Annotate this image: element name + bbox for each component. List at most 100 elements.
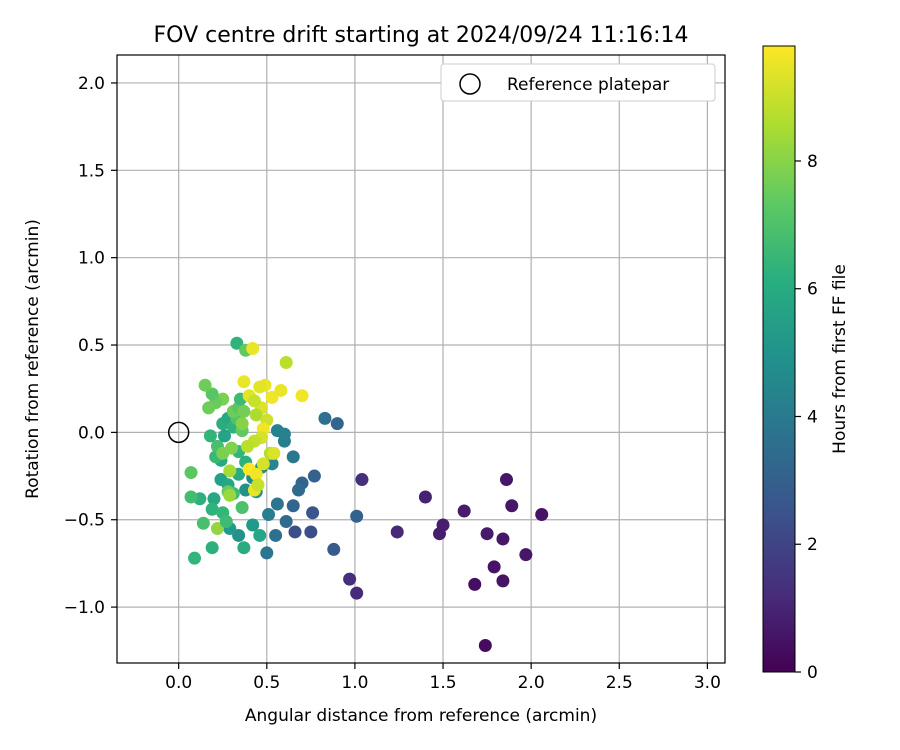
data-point: [225, 441, 239, 455]
data-point: [223, 464, 237, 478]
data-point: [286, 499, 300, 513]
data-point: [247, 394, 261, 408]
x-tick-label: 0.0: [165, 673, 192, 693]
colorbar-label: Hours from first FF file: [830, 264, 850, 454]
legend-box: [440, 63, 716, 102]
data-point: [288, 525, 302, 539]
data-point: [330, 417, 344, 431]
data-point: [203, 429, 217, 443]
data-point: [295, 389, 309, 403]
colorbar-tick-label: 6: [807, 280, 818, 300]
reference-platepar-marker: [167, 421, 190, 444]
x-tick-label: 2.5: [606, 673, 633, 693]
data-point: [237, 541, 251, 555]
y-tick-label: 1.5: [78, 161, 105, 181]
x-axis-label: Angular distance from reference (arcmin): [245, 706, 597, 726]
data-point: [262, 507, 276, 521]
data-point: [246, 342, 260, 356]
data-point: [350, 509, 364, 523]
data-point: [499, 473, 513, 487]
legend-reference-marker: [459, 73, 481, 95]
data-point: [205, 541, 219, 555]
data-point: [237, 375, 251, 389]
chart-title: FOV centre drift starting at 2024/09/24 …: [154, 23, 689, 48]
y-tick-label: 0.5: [78, 336, 105, 356]
data-point: [207, 492, 221, 506]
x-tick-label: 1.0: [341, 673, 368, 693]
data-point: [260, 546, 274, 560]
data-point: [235, 501, 249, 515]
data-point: [205, 502, 219, 516]
data-point: [457, 504, 471, 518]
y-tick-label: 2.0: [78, 74, 105, 94]
colorbar-tick-label: 0: [807, 663, 818, 683]
data-point: [274, 383, 288, 397]
data-point: [306, 506, 320, 520]
data-point: [478, 639, 492, 653]
data-point: [246, 518, 260, 532]
colorbar-gradient: [762, 45, 796, 673]
data-point: [279, 514, 293, 528]
data-point: [505, 499, 519, 513]
data-point: [269, 528, 283, 542]
data-point: [232, 528, 246, 542]
data-point: [519, 548, 533, 562]
data-points: [184, 336, 549, 653]
data-point: [218, 429, 232, 443]
data-point: [307, 469, 321, 483]
colorbar-tick-label: 4: [807, 407, 818, 427]
y-axis-ticks: −1.0 −0.5 0.0 0.5 1.0 1.5 2.0: [64, 74, 117, 618]
data-point: [304, 525, 318, 539]
data-point: [240, 439, 254, 453]
data-point: [279, 355, 293, 369]
data-point: [253, 380, 267, 394]
x-tick-label: 1.5: [430, 673, 457, 693]
colorbar-ticks: 0 2 4 6 8: [795, 152, 818, 683]
data-point: [184, 490, 198, 504]
data-point: [196, 516, 210, 530]
data-point: [251, 478, 265, 492]
x-tick-label: 2.0: [518, 673, 545, 693]
data-point: [219, 514, 233, 528]
data-point: [253, 528, 267, 542]
data-point: [433, 527, 447, 541]
data-point: [202, 401, 216, 415]
reference-marker-layer: [167, 421, 190, 444]
y-tick-label: 1.0: [78, 249, 105, 269]
data-point: [210, 521, 224, 535]
data-point: [327, 542, 341, 556]
data-point: [249, 467, 263, 481]
y-tick-label: −1.0: [64, 598, 105, 618]
data-point: [418, 490, 432, 504]
legend: Reference platepar: [440, 63, 716, 102]
x-tick-label: 3.0: [694, 673, 721, 693]
data-point: [198, 378, 212, 392]
data-point: [318, 411, 332, 425]
data-point: [265, 390, 279, 404]
data-point: [496, 532, 510, 546]
data-point: [487, 560, 501, 574]
y-axis-label: Rotation from reference (arcmin): [23, 219, 43, 499]
grid-lines: [117, 55, 725, 663]
data-point: [292, 483, 306, 497]
data-point: [237, 404, 251, 418]
data-point: [205, 387, 219, 401]
x-tick-label: 0.5: [253, 673, 280, 693]
plot-frame: [116, 54, 726, 664]
data-point: [256, 457, 270, 471]
data-point: [350, 586, 364, 600]
data-point: [343, 572, 357, 586]
data-point: [270, 424, 284, 438]
data-point: [480, 527, 494, 541]
data-point: [235, 417, 249, 431]
data-point: [188, 551, 202, 565]
data-point: [249, 408, 263, 422]
data-point: [223, 488, 237, 502]
data-point: [535, 507, 549, 521]
colorbar: 0 2 4 6 8 Hours from first FF file: [762, 45, 850, 683]
data-point: [496, 574, 510, 588]
data-point: [230, 336, 244, 350]
data-point: [468, 577, 482, 591]
data-point: [286, 450, 300, 464]
